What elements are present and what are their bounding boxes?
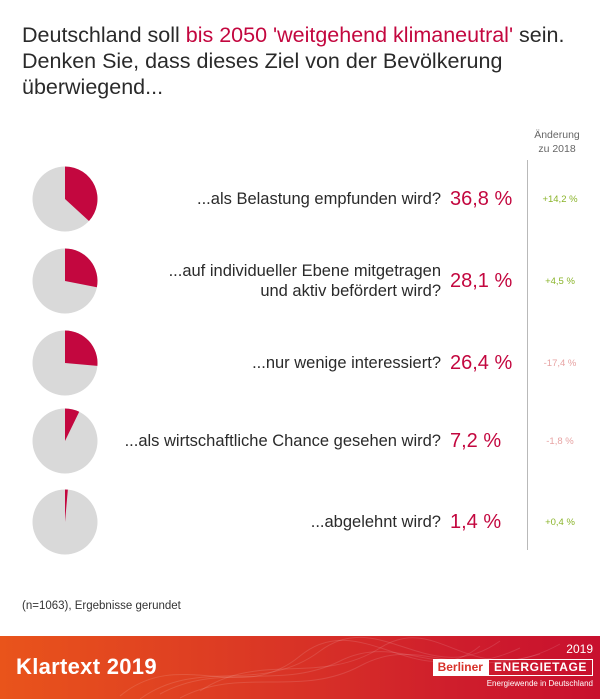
row-change: +14,2 % bbox=[542, 193, 578, 205]
pie-chart bbox=[32, 248, 98, 314]
row-label-line: ...nur wenige interessiert? bbox=[252, 354, 441, 372]
pie-slice-value bbox=[65, 166, 98, 221]
row-label: ...auf individueller Ebene mitgetragen un… bbox=[111, 246, 441, 316]
row-change: +0,4 % bbox=[545, 516, 575, 528]
change-column-header: Änderung zu 2018 bbox=[522, 128, 592, 156]
change-header-line1: Änderung bbox=[534, 129, 580, 141]
logo-wordmark: Berliner ENERGIETAGE bbox=[432, 659, 593, 676]
row-label-line: ...auf individueller Ebene mitgetragen bbox=[168, 262, 441, 280]
row-label: ...abgelehnt wird? bbox=[111, 487, 441, 557]
change-column-divider bbox=[527, 160, 528, 550]
row-value: 28,1 % bbox=[450, 269, 513, 292]
headline-part1: Deutschland soll bbox=[22, 23, 186, 47]
pie-slice-value bbox=[65, 489, 68, 522]
row-value: 36,8 % bbox=[450, 187, 513, 210]
chart-row: ...als Belastung empfunden wird? 36,8 % +1… bbox=[0, 164, 600, 234]
row-label-line: ...abgelehnt wird? bbox=[310, 513, 441, 531]
row-change: -17,4 % bbox=[543, 357, 577, 369]
pie-slice-value bbox=[65, 330, 98, 366]
row-label-line: ...als wirtschaftliche Chance gesehen wi… bbox=[124, 432, 441, 450]
row-value: 1,4 % bbox=[450, 510, 502, 533]
pie-slice-value bbox=[65, 248, 98, 288]
row-label: ...als wirtschaftliche Chance gesehen wi… bbox=[111, 406, 441, 476]
row-value: 7,2 % bbox=[450, 429, 502, 452]
pie-chart bbox=[32, 408, 98, 474]
row-label: ...nur wenige interessiert? bbox=[111, 328, 441, 398]
footer-title: Klartext 2019 bbox=[16, 654, 157, 679]
row-change: -1,8 % bbox=[546, 435, 574, 447]
chart-row: ...als wirtschaftliche Chance gesehen wi… bbox=[0, 406, 600, 476]
logo-subtitle: Energiewende in Deutschland bbox=[486, 679, 593, 688]
row-label: ...als Belastung empfunden wird? bbox=[111, 164, 441, 234]
change-header-line2: zu 2018 bbox=[538, 143, 576, 155]
pie-chart bbox=[32, 330, 98, 396]
chart-row: ...nur wenige interessiert? 26,4 % -17,4 % bbox=[0, 328, 600, 398]
headline-part2: sein. Denken Sie, dass dieses Ziel von d… bbox=[22, 23, 565, 99]
chart-row: ...auf individueller Ebene mitgetragen un… bbox=[0, 246, 600, 316]
logo-word-energietage: ENERGIETAGE bbox=[487, 659, 593, 676]
pie-slice-value bbox=[65, 408, 80, 441]
row-label-line: ...als Belastung empfunden wird? bbox=[197, 190, 441, 208]
chart-row: ...abgelehnt wird? 1,4 % +0,4 % bbox=[0, 487, 600, 557]
logo-word-berliner: Berliner bbox=[432, 659, 488, 676]
footer-banner: Klartext 2019 2019 Berliner ENERGIETAGE … bbox=[0, 636, 600, 699]
logo-year: 2019 bbox=[566, 642, 593, 656]
footnote: (n=1063), Ergebnisse gerundet bbox=[22, 600, 181, 612]
row-label-line: und aktiv befördert wird? bbox=[260, 282, 441, 300]
row-change: +4,5 % bbox=[545, 275, 575, 287]
headline: Deutschland soll bis 2050 'weitgehend kl… bbox=[22, 22, 592, 100]
pie-chart bbox=[32, 166, 98, 232]
row-value: 26,4 % bbox=[450, 351, 513, 374]
headline-highlight: bis 2050 'weitgehend klimaneutral' bbox=[185, 23, 514, 47]
berliner-energietage-logo: 2019 Berliner ENERGIETAGE Energiewende i… bbox=[432, 642, 593, 694]
pie-chart bbox=[32, 489, 98, 555]
